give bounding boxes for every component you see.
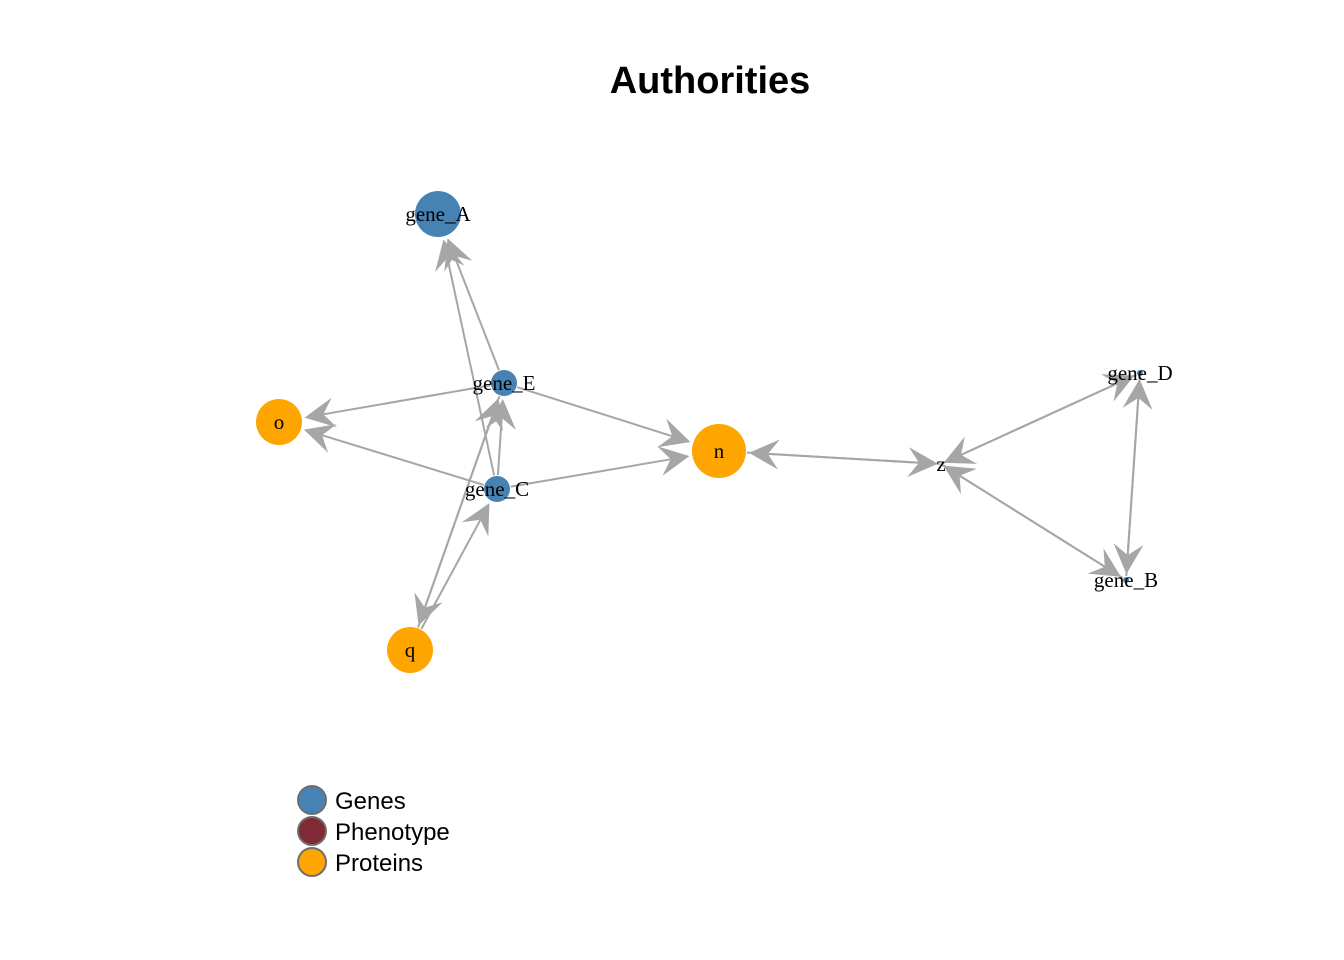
node-label-gene_B: gene_B: [1094, 568, 1158, 592]
legend-item-phenotype: Phenotype: [297, 816, 450, 846]
edge-gene_B-to-gene_D: [1122, 379, 1153, 577]
edge-line: [446, 257, 496, 476]
edge-z-to-gene_D: [941, 374, 1135, 465]
edge-arrowhead: [657, 446, 690, 476]
edge-line: [321, 434, 484, 486]
node-label-n: n: [714, 439, 725, 463]
edge-arrowhead: [474, 398, 503, 432]
edge-gene_C-to-o: [303, 424, 484, 486]
edge-gene_E-to-n: [516, 386, 691, 448]
edge-n-to-z: [746, 447, 938, 477]
legend-item-proteins: Proteins: [297, 847, 423, 877]
node-gene_E: [491, 370, 517, 396]
node-gene_D: [1137, 370, 1143, 376]
edge-gene_E-to-o: [304, 384, 491, 428]
edge-line: [420, 519, 482, 630]
legend-label-phenotype: Phenotype: [335, 819, 450, 846]
node-label-gene_C: gene_C: [465, 477, 529, 501]
edge-line: [941, 382, 1118, 465]
node-o: [256, 399, 302, 445]
edge-line: [510, 458, 671, 488]
edge-line: [496, 417, 503, 476]
edge-arrowhead: [486, 399, 516, 430]
node-gene_B: [1123, 577, 1129, 583]
edge-arrowhead: [435, 239, 465, 272]
edge-gene_C-to-gene_E: [486, 399, 516, 476]
node-label-gene_E: gene_E: [473, 371, 536, 395]
legend-label-proteins: Proteins: [335, 850, 423, 877]
edge-line: [516, 386, 673, 438]
edge-gene_C-to-n: [510, 446, 690, 488]
legend-swatch-proteins: [297, 847, 327, 877]
edge-line: [1125, 397, 1140, 577]
node-label-gene_D: gene_D: [1107, 361, 1172, 385]
node-label-z: z: [936, 452, 945, 476]
edge-line: [417, 415, 494, 628]
edge-line: [941, 463, 1106, 568]
legend-swatch-genes: [297, 785, 327, 815]
edge-gene_E-to-gene_A: [444, 238, 500, 371]
legend-item-genes: Genes: [297, 785, 406, 815]
edge-arrowhead: [1101, 374, 1135, 402]
edge-arrowhead: [303, 424, 337, 453]
graph-title: Authorities: [610, 60, 811, 102]
node-label-gene_A: gene_A: [405, 202, 471, 226]
edge-line: [323, 384, 491, 416]
legend-label-genes: Genes: [335, 788, 406, 815]
edge-z-to-gene_B: [941, 463, 1121, 577]
edges-layer: [303, 238, 1153, 630]
edge-arrowhead: [1087, 548, 1121, 577]
node-gene_A: [415, 191, 461, 237]
edge-q-to-gene_E: [417, 398, 503, 628]
edge-arrowhead: [943, 465, 977, 495]
legend-swatch-phenotype: [297, 816, 327, 846]
edge-arrowhead: [444, 238, 473, 272]
edge-gene_C-to-gene_A: [435, 239, 496, 476]
edge-arrowhead: [1122, 379, 1153, 410]
edge-arrowhead: [907, 447, 938, 477]
edge-arrowhead: [657, 418, 691, 448]
edge-line: [453, 255, 500, 371]
nodes-layer: [256, 191, 1143, 673]
edge-arrowhead: [304, 397, 337, 428]
node-n: [692, 424, 746, 478]
node-gene_C: [484, 476, 510, 502]
node-label-o: o: [274, 410, 285, 434]
edge-arrowhead: [943, 436, 978, 464]
edge-arrowhead: [461, 503, 490, 537]
node-label-q: q: [405, 638, 416, 662]
edge-line: [746, 451, 920, 464]
labels-layer: gene_A gene_E gene_C o n q z gene_D gene_B: [274, 202, 1173, 662]
legend: Genes Phenotype Proteins: [297, 785, 450, 877]
node-q: [387, 627, 433, 673]
edge-q-to-gene_C: [420, 503, 490, 630]
